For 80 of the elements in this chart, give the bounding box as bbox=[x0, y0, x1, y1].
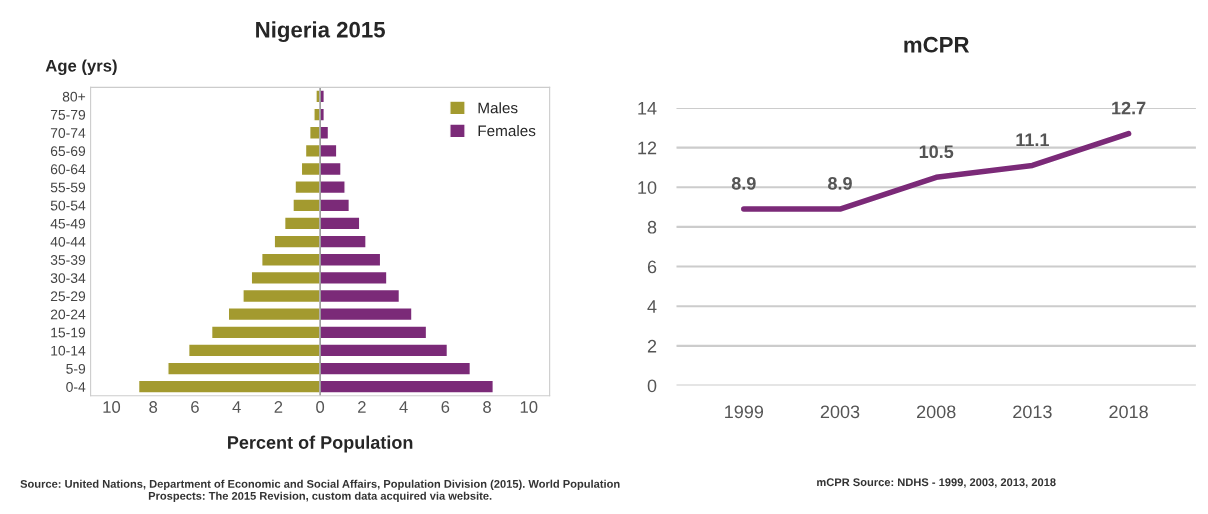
y-tick-label: 25-29 bbox=[50, 291, 86, 302]
y-tick-label: 0 bbox=[647, 379, 657, 393]
bar bbox=[242, 288, 321, 304]
source-note: Source: United Nations, Department of Economic and Social Affairs, Population Division (2015). World Population Prospects: The 2015 Revision, custom data acquired via website. bbox=[20, 479, 620, 503]
x-tick-label: 2003 bbox=[820, 405, 860, 419]
y-tick-label: 50-54 bbox=[50, 200, 86, 211]
bar bbox=[319, 270, 388, 285]
x-axis-title: Percent of Population bbox=[228, 435, 413, 453]
y-tick-label: 8 bbox=[647, 220, 657, 234]
bar bbox=[319, 325, 428, 340]
bar bbox=[319, 161, 342, 177]
chart-title: mCPR bbox=[904, 36, 970, 53]
bar bbox=[187, 343, 321, 358]
y-tick-label: 10-14 bbox=[51, 345, 86, 356]
y-tick-label: 65-69 bbox=[50, 146, 86, 157]
x-tick-label: 2013 bbox=[1013, 405, 1052, 419]
y-tick-label: 45-49 bbox=[50, 218, 86, 229]
y-tick-label: 80+ bbox=[62, 91, 86, 102]
x-tick-label: 2 bbox=[358, 401, 366, 413]
bar bbox=[319, 252, 382, 267]
y-tick-label: 4 bbox=[647, 300, 657, 313]
y-tick-label: 0-4 bbox=[66, 382, 86, 392]
bar bbox=[319, 143, 338, 158]
x-tick-label: 2008 bbox=[917, 405, 956, 419]
x-tick-label: 4 bbox=[399, 401, 408, 413]
legend-label: Males bbox=[478, 102, 518, 114]
legend-label: Females bbox=[478, 125, 536, 137]
bar bbox=[319, 180, 346, 195]
x-tick-label: 2 bbox=[274, 401, 283, 413]
bar bbox=[210, 325, 321, 340]
y-tick-label: 20-24 bbox=[50, 309, 86, 320]
x-tick-label: 10 bbox=[103, 401, 121, 413]
y-tick-label: 60-64 bbox=[50, 164, 86, 175]
bar bbox=[319, 361, 472, 376]
bar bbox=[319, 216, 361, 231]
bar bbox=[283, 216, 321, 231]
bar bbox=[250, 270, 321, 285]
y-tick-label: 70-74 bbox=[50, 128, 86, 138]
bar bbox=[319, 234, 367, 249]
y-axis-title: Age (yrs) bbox=[45, 59, 117, 76]
y-tick-label: 14 bbox=[638, 102, 657, 115]
x-tick-label: 6 bbox=[191, 401, 199, 413]
bar bbox=[294, 180, 321, 195]
x-tick-label: 6 bbox=[441, 401, 450, 413]
bar bbox=[167, 361, 321, 376]
x-tick-label: 4 bbox=[232, 401, 241, 413]
y-tick-label: 5-9 bbox=[66, 363, 86, 374]
bar bbox=[137, 379, 321, 394]
y-tick-label: 55-59 bbox=[50, 182, 86, 193]
x-tick-label: 8 bbox=[483, 401, 491, 413]
x-tick-label: 8 bbox=[149, 401, 158, 413]
x-tick-label: 1999 bbox=[725, 405, 764, 419]
data-label: 8.9 bbox=[828, 177, 852, 190]
chart-title: Nigeria 2015 bbox=[256, 21, 385, 43]
y-tick-label: 2 bbox=[647, 339, 657, 353]
y-tick-label: 15-19 bbox=[51, 327, 86, 338]
x-tick-label: 10 bbox=[520, 401, 538, 413]
data-label: 12.7 bbox=[1112, 101, 1146, 115]
y-tick-label: 6 bbox=[647, 260, 657, 274]
bar bbox=[319, 343, 449, 358]
y-tick-label: 12 bbox=[638, 141, 657, 155]
x-tick-label: 0 bbox=[316, 401, 325, 413]
bar bbox=[319, 288, 401, 304]
y-tick-label: 30-34 bbox=[50, 273, 86, 284]
bar bbox=[319, 307, 413, 322]
y-tick-label: 35-39 bbox=[50, 255, 86, 265]
bar bbox=[319, 379, 494, 394]
data-label: 11.1 bbox=[1016, 133, 1049, 146]
data-label: 10.5 bbox=[919, 145, 954, 159]
y-tick-label: 75-79 bbox=[50, 109, 86, 120]
text: mCPR Source: NDHS - 1999, 2003, 2013, 2018 bbox=[817, 478, 1056, 488]
bar bbox=[261, 252, 321, 267]
bar bbox=[319, 198, 351, 213]
x-tick-label: 2018 bbox=[1109, 405, 1148, 419]
y-tick-label: 40-44 bbox=[50, 236, 86, 247]
bar bbox=[292, 198, 321, 213]
data-label: 8.9 bbox=[731, 177, 756, 190]
y-tick-label: 10 bbox=[638, 181, 657, 194]
bar bbox=[227, 307, 321, 322]
bar bbox=[273, 234, 321, 249]
